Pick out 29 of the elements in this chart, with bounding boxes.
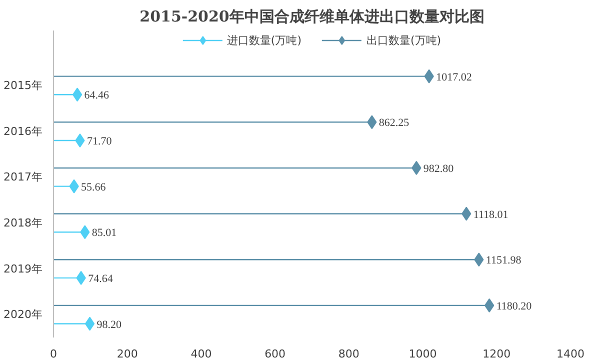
legend-label: 出口数量(万吨) xyxy=(366,32,442,48)
x-tick-label: 1000 xyxy=(408,348,437,360)
text: 1180.20 xyxy=(496,300,532,312)
x-tick-label: 1400 xyxy=(556,348,585,360)
text: 71.70 xyxy=(86,135,112,148)
legend-label: 进口数量(万吨) xyxy=(226,32,302,48)
y-tick-label: 2015年 xyxy=(4,78,43,92)
x-tick-label: 400 xyxy=(190,348,212,360)
y-tick-label: 2016年 xyxy=(4,124,43,138)
y-tick-label: 2017年 xyxy=(4,170,43,184)
x-tick-label: 1200 xyxy=(482,348,511,360)
text: 1151.98 xyxy=(486,254,522,267)
text: 64.46 xyxy=(84,90,110,102)
text: 55.66 xyxy=(81,181,106,194)
y-tick-label: 2019年 xyxy=(4,262,43,276)
text: 862.25 xyxy=(378,117,410,130)
x-tick-label: 200 xyxy=(116,348,138,360)
x-tick-label: 0 xyxy=(50,348,57,360)
x-tick-label: 800 xyxy=(338,348,360,360)
text: 98.20 xyxy=(96,318,122,331)
x-tick-label: 600 xyxy=(264,348,286,360)
chart-title: 2015-2020年中国合成纤维单体进出口数量对比图 xyxy=(140,8,484,26)
y-tick-label: 2020年 xyxy=(4,308,43,322)
text: 85.01 xyxy=(92,227,117,240)
text: 1118.01 xyxy=(473,208,508,221)
text: 982.80 xyxy=(423,162,454,175)
text: 1017.02 xyxy=(436,71,472,84)
y-tick-label: 2018年 xyxy=(4,216,43,230)
text: 74.64 xyxy=(88,272,113,285)
